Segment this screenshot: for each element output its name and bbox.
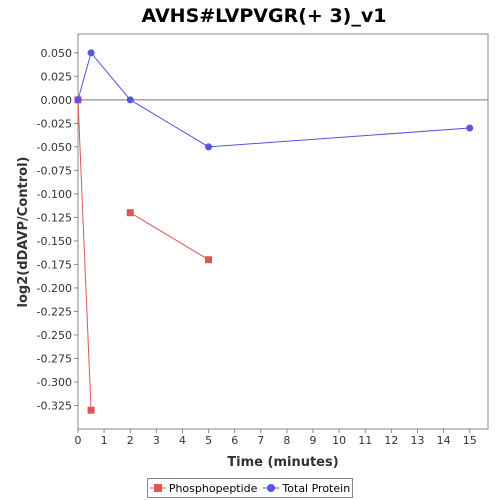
legend-label-total-protein: Total Protein: [282, 481, 351, 495]
y-tick-label: -0.275: [37, 352, 72, 365]
x-axis: 0 1 2 3 4 5 6 7 8 9 10 11 12 13 14 15: [75, 429, 477, 447]
x-tick-label: 10: [332, 434, 346, 447]
y-tick-label: -0.150: [37, 235, 72, 248]
y-tick-label: 0.000: [41, 94, 73, 107]
y-axis-title: log2(dDAVP/Control): [16, 157, 31, 308]
y-tick-label: -0.225: [37, 305, 72, 318]
x-tick-label: 0: [75, 434, 82, 447]
total-protein-point: [126, 96, 134, 104]
y-axis: 0.050 0.025 0.000 -0.025 -0.050 -0.075 -0.100 -…: [37, 47, 78, 412]
y-tick-label: -0.075: [37, 164, 72, 177]
phosphopeptide-line: [77, 99, 92, 411]
x-tick-label: 2: [127, 434, 134, 447]
y-tick-label: -0.325: [37, 399, 72, 412]
plot-frame: [77, 33, 489, 430]
legend-item-total-protein: Total Protein: [263, 482, 350, 495]
total-protein-legend-marker: [263, 484, 280, 492]
plot-area: [77, 33, 489, 430]
phosphopeptide-point: [126, 209, 134, 217]
total-protein-point: [205, 143, 213, 151]
total-protein-point: [74, 96, 82, 104]
x-tick-label: 1: [101, 434, 108, 447]
y-tick-label: -0.250: [37, 329, 72, 342]
chart-title: AVHS#LVPVGR(+ 3)_v1: [142, 5, 387, 27]
phosphopeptide-point: [205, 256, 213, 264]
total-protein-point: [87, 49, 95, 57]
x-tick-label: 12: [384, 434, 398, 447]
legend-item-phosphopeptide: Phosphopeptide: [149, 481, 258, 495]
y-tick-label: 0.050: [41, 47, 73, 60]
x-tick-label: 9: [310, 434, 317, 447]
x-axis-title: Time (minutes): [227, 455, 338, 470]
x-tick-label: 6: [231, 434, 238, 447]
y-tick-label: -0.025: [37, 117, 72, 130]
series-total-protein: [74, 49, 474, 151]
x-tick-label: 13: [410, 434, 424, 447]
legend: Phosphopeptide Total Protein: [147, 478, 353, 498]
y-tick-label: -0.100: [37, 188, 72, 201]
x-tick-label: 7: [257, 434, 264, 447]
y-tick-label: -0.200: [37, 282, 72, 295]
phosphopeptide-line: [129, 212, 209, 261]
x-tick-label: 3: [153, 434, 160, 447]
series-layer: [74, 49, 488, 414]
x-tick-label: 5: [205, 434, 212, 447]
y-tick-label: -0.050: [37, 141, 72, 154]
y-tick-label: -0.175: [37, 258, 72, 271]
phosphopeptide-point: [87, 406, 95, 414]
total-protein-point: [466, 124, 474, 132]
legend-label-phosphopeptide: Phosphopeptide: [168, 481, 258, 495]
y-tick-label: -0.300: [37, 376, 72, 389]
y-tick-label: 0.025: [41, 70, 73, 83]
x-tick-label: 15: [463, 434, 477, 447]
x-tick-label: 11: [358, 434, 372, 447]
x-tick-label: 14: [437, 434, 451, 447]
x-tick-label: 4: [179, 434, 186, 447]
x-tick-label: 8: [283, 434, 290, 447]
y-tick-label: -0.125: [37, 211, 72, 224]
phosphopeptide-legend-marker: [149, 484, 166, 492]
